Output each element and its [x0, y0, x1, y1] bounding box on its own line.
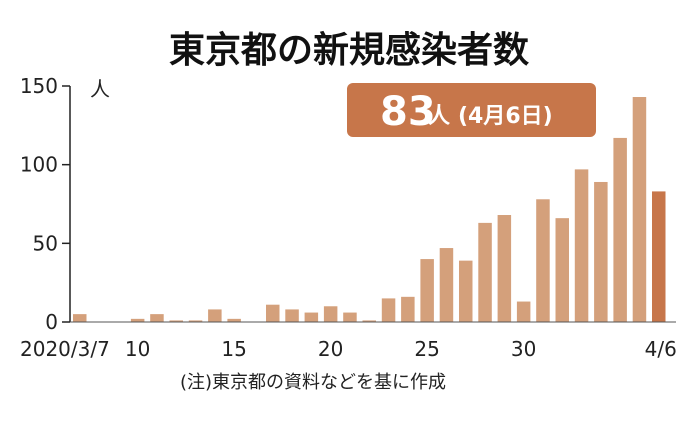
x-tick-label: 4/6	[645, 337, 677, 361]
bar	[208, 309, 222, 322]
bar	[285, 309, 299, 322]
callout-background	[347, 83, 596, 137]
bar	[555, 218, 569, 322]
callout-badge: 83 人 (4月6日)	[347, 83, 596, 137]
source-note: (注)東京都の資料などを基に作成	[180, 372, 446, 393]
bar	[536, 199, 550, 322]
bar	[497, 215, 512, 322]
x-tick-label: 20	[318, 337, 343, 361]
bar	[613, 137, 627, 322]
bar	[632, 97, 647, 322]
x-axis: 2020/3/7 10 15 20 25 30 4/6	[20, 321, 677, 361]
x-tick-label: 2020/3/7	[20, 337, 110, 361]
bar	[343, 312, 357, 322]
y-axis: 0 50 100 150	[20, 74, 71, 334]
bar	[150, 314, 164, 322]
bar	[323, 306, 338, 322]
bar	[73, 314, 87, 322]
chart-title: 東京都の新規感染者数	[169, 29, 529, 71]
x-tick-label: 10	[125, 337, 150, 361]
y-tick-label: 100	[20, 153, 58, 177]
callout-unit: 人	[428, 104, 450, 129]
bar	[439, 248, 454, 322]
bar	[169, 320, 183, 322]
y-tick-label: 150	[20, 74, 58, 98]
bars	[73, 97, 666, 322]
bar	[381, 298, 396, 322]
y-tick-label: 0	[45, 310, 58, 334]
bar	[362, 320, 376, 322]
bar	[304, 312, 319, 322]
bar	[227, 318, 241, 322]
bar	[420, 259, 434, 322]
bar	[130, 318, 145, 322]
x-tick-label: 15	[221, 337, 246, 361]
callout-value: 83	[380, 89, 436, 135]
callout-date: (4月6日)	[458, 104, 553, 129]
y-tick-label: 50	[33, 231, 58, 255]
x-tick-label: 30	[511, 337, 536, 361]
bar	[574, 169, 589, 322]
bar	[266, 304, 280, 322]
bar	[188, 320, 203, 322]
bar	[652, 191, 666, 322]
bar	[459, 260, 473, 322]
bar	[401, 296, 415, 322]
bar	[478, 222, 492, 322]
bar	[516, 301, 531, 322]
x-tick-label: 25	[414, 337, 439, 361]
bar	[594, 181, 608, 322]
y-unit-label: 人	[90, 77, 110, 101]
